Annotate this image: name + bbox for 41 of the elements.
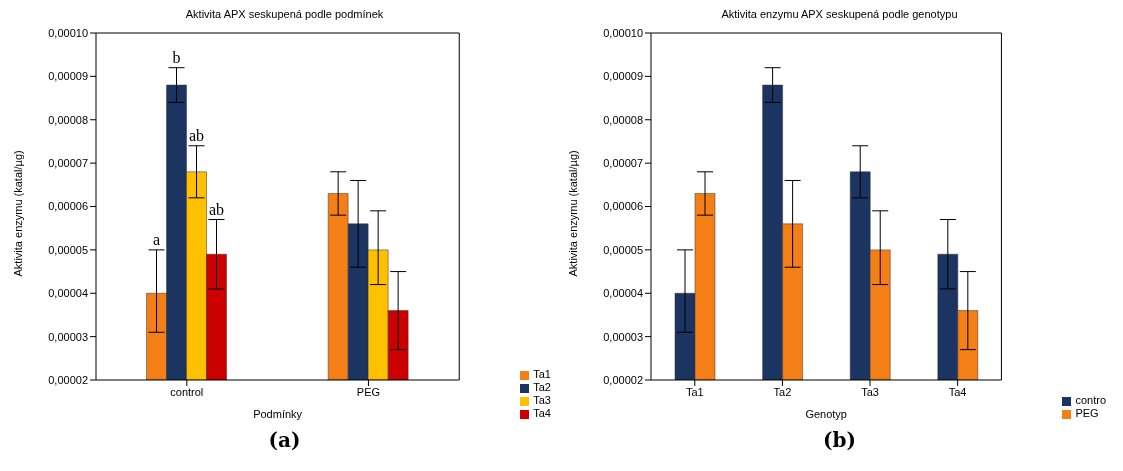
y-tick-label: 0,00004 [48, 287, 88, 300]
y-tick-label: 0,00009 [603, 70, 643, 83]
y-axis-title: Aktivita enzymu (katal/µg) [566, 150, 579, 277]
x-tick-label: Ta3 [861, 385, 879, 398]
legend-label: Ta1 [533, 368, 551, 380]
x-tick-label: control [170, 385, 204, 398]
y-tick-label: 0,00007 [603, 157, 643, 170]
x-tick-label: Ta2 [773, 385, 792, 398]
chart-title: Aktivita APX seskupená podle podmínek [184, 8, 385, 22]
chart-title: Aktivita enzymu APX seskupená podle genotypu [720, 8, 959, 22]
legend-label: contro [1075, 394, 1106, 406]
x-tick-label: PEG [356, 385, 381, 398]
y-tick-label: 0,00005 [603, 243, 643, 256]
y-tick-label: 0,00002 [48, 373, 88, 386]
x-axis-title: Genotyp [805, 408, 848, 420]
y-tick-label: 0,00006 [48, 200, 88, 213]
y-tick-label: 0,00002 [603, 373, 643, 386]
y-tick-label: 0,00006 [603, 200, 643, 213]
y-tick-label: 0,00010 [603, 26, 643, 39]
y-tick-label: 0,00003 [603, 330, 643, 343]
legend-label: PEG [1075, 407, 1099, 419]
annotation: b [172, 48, 181, 66]
y-tick-label: 0,00010 [48, 26, 88, 39]
x-axis-title: Podmínky [253, 408, 303, 420]
y-tick-label: 0,00004 [603, 287, 643, 300]
legend-label: Ta3 [533, 394, 551, 406]
y-tick-label: 0,00007 [48, 157, 88, 170]
y-tick-label: 0,00008 [603, 113, 643, 126]
y-tick-label: 0,00008 [48, 113, 88, 126]
y-tick-label: 0,00003 [48, 330, 88, 343]
y-tick-label: 0,00009 [48, 70, 88, 83]
x-tick-label: Ta1 [685, 385, 704, 398]
annotation: ab [208, 200, 225, 218]
x-tick-label: Ta4 [948, 385, 967, 398]
text: (b) [822, 428, 857, 452]
y-tick-label: 0,00005 [48, 243, 88, 256]
legend-label: Ta4 [533, 407, 551, 419]
text: (a) [267, 428, 302, 452]
annotation: a [152, 230, 161, 248]
annotation: ab [188, 126, 205, 144]
y-axis-title: Aktivita enzymu (katal/µg) [11, 150, 24, 277]
